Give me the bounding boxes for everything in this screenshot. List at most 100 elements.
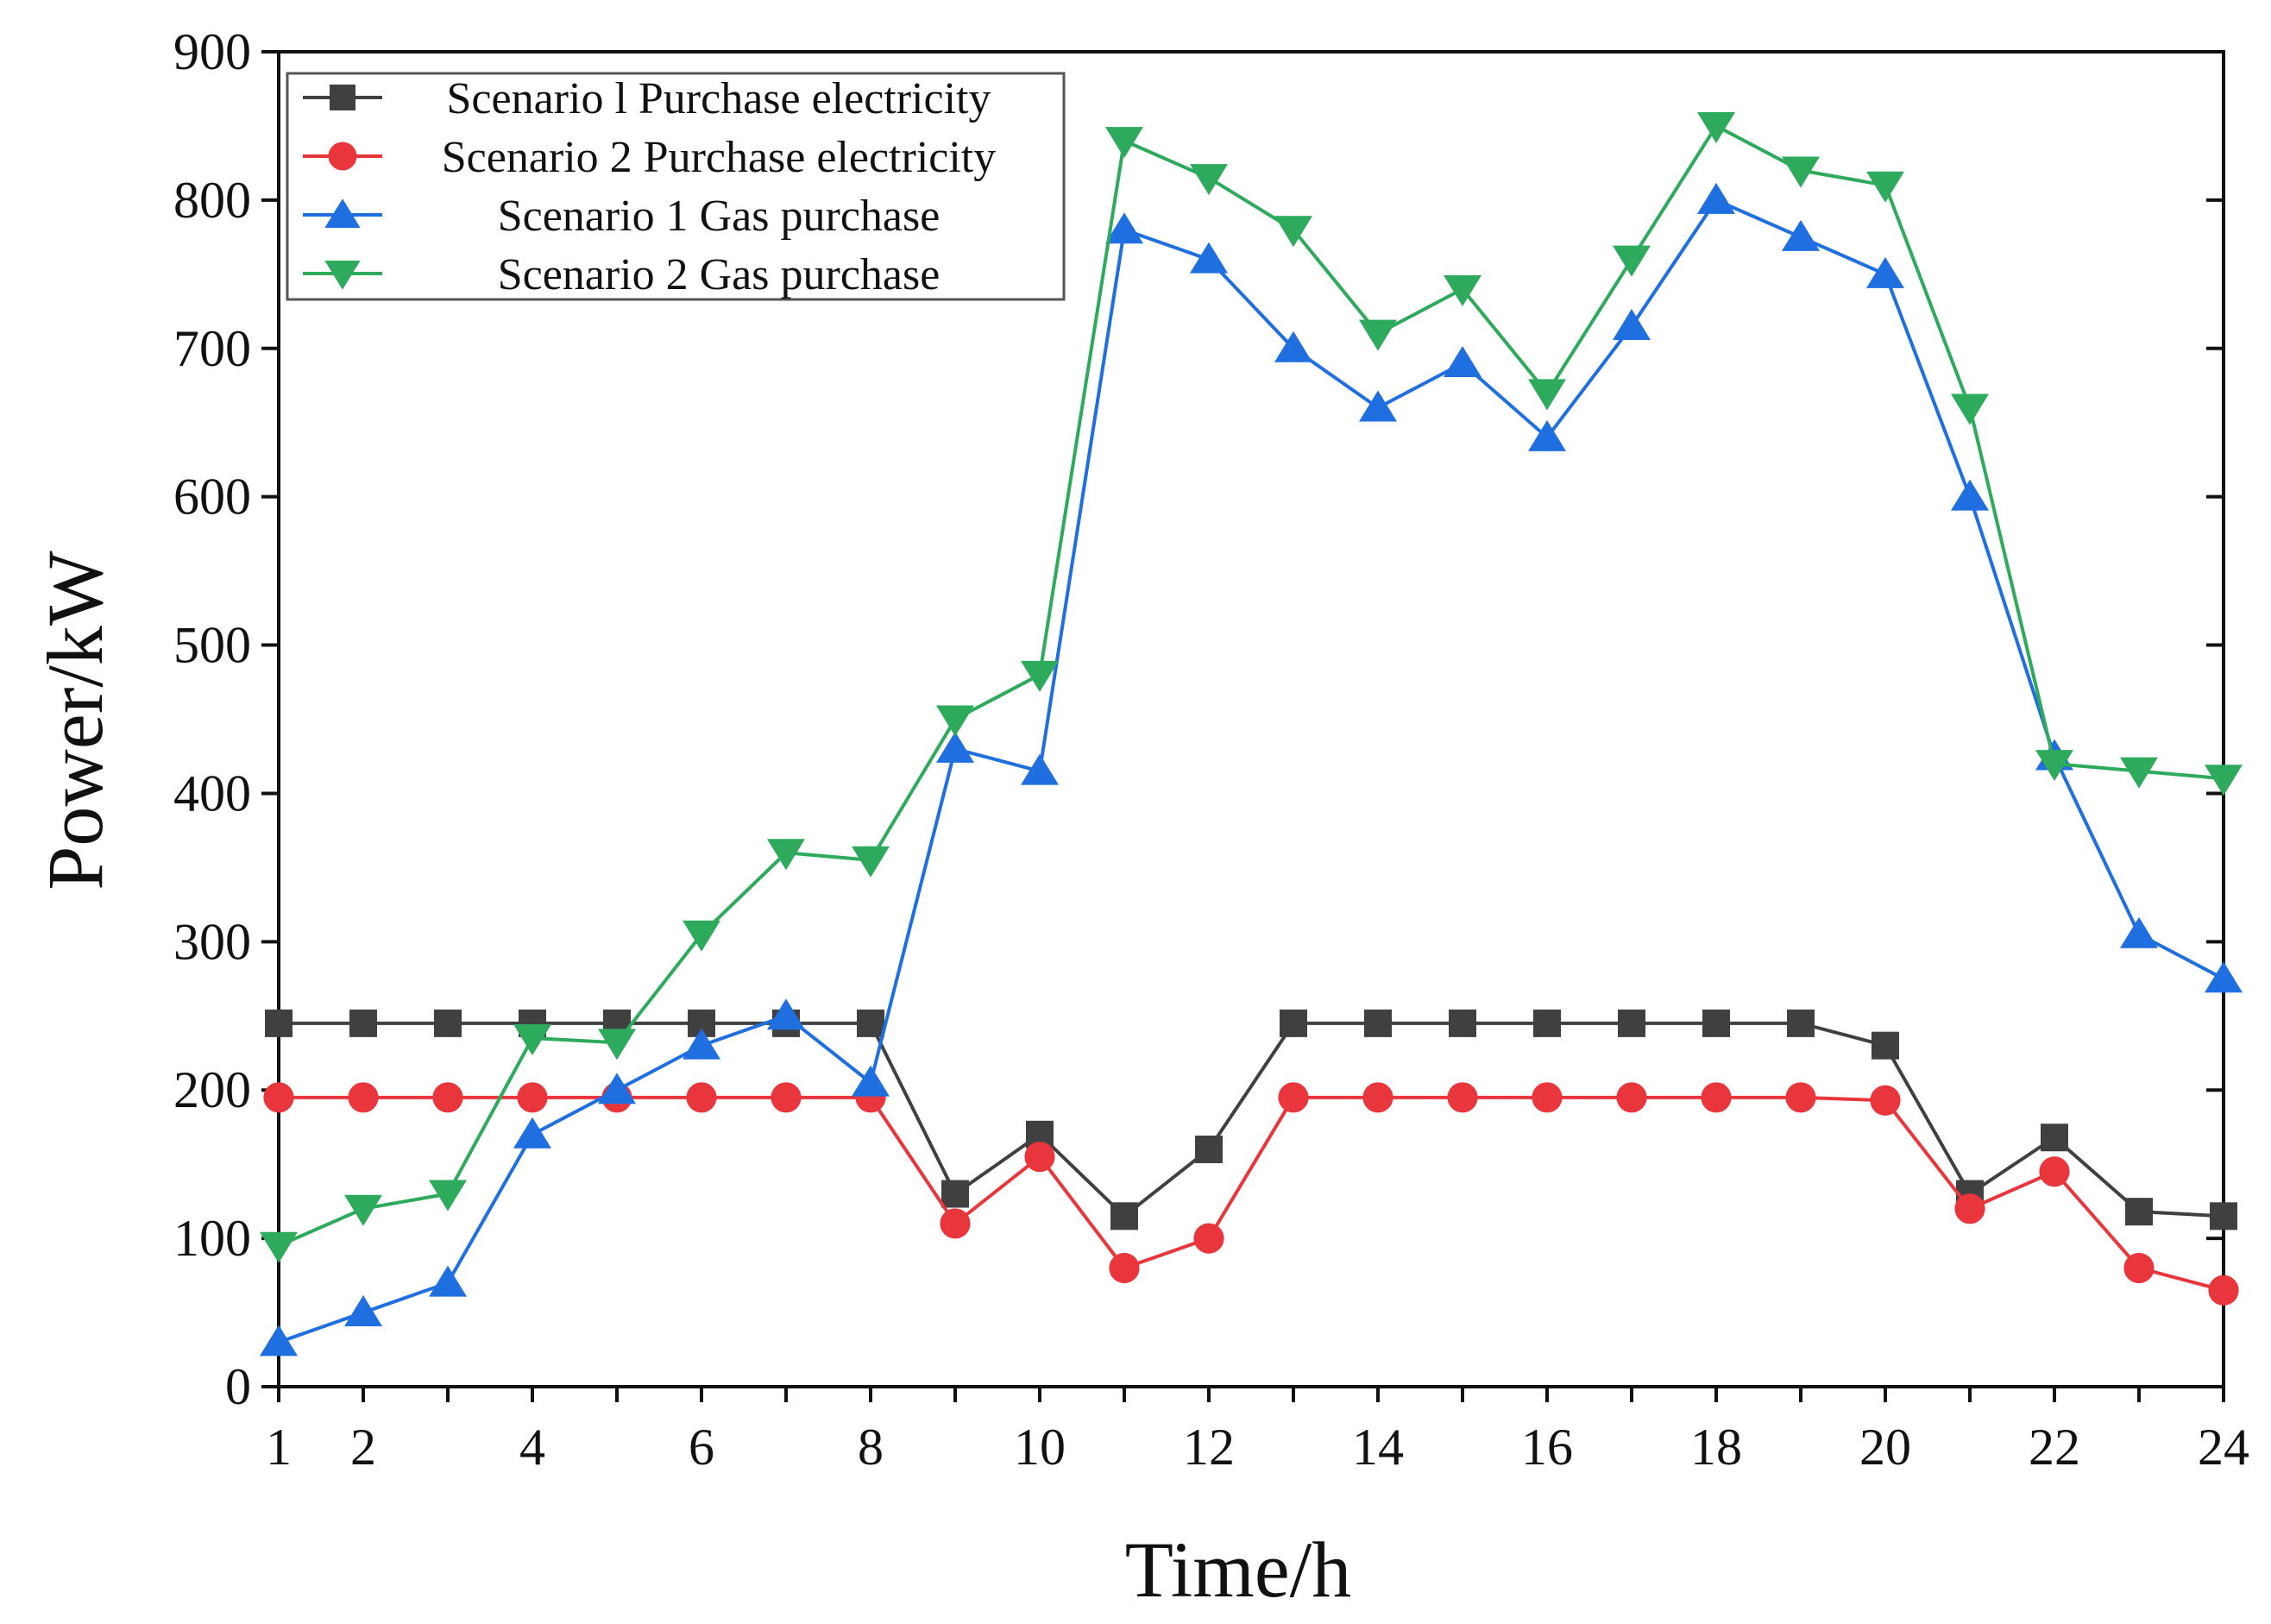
data-point <box>2039 1156 2070 1187</box>
data-point <box>1701 1082 1732 1113</box>
data-point <box>941 1180 969 1208</box>
data-point <box>2210 1202 2237 1231</box>
plot-border <box>277 50 2225 1388</box>
data-point <box>1362 1082 1393 1113</box>
data-point <box>683 920 720 952</box>
data-point <box>936 705 974 737</box>
data-point <box>2120 916 2158 948</box>
data-point <box>260 1325 298 1356</box>
data-point <box>432 1082 463 1113</box>
data-point <box>1528 419 1566 451</box>
legend-item: Scenario 1 Gas purchase <box>303 192 940 241</box>
data-point <box>1618 1009 1645 1037</box>
data-point <box>940 1208 971 1239</box>
data-point <box>936 731 974 763</box>
data-point <box>1613 308 1651 340</box>
legend-item: Scenario 2 Gas purchase <box>303 250 940 299</box>
data-point <box>2205 765 2243 796</box>
data-point <box>1782 156 1820 188</box>
data-point <box>2205 961 2243 993</box>
data-point <box>1359 390 1397 422</box>
data-point <box>1024 1141 1055 1173</box>
data-point <box>767 998 805 1030</box>
y-tick-label: 700 <box>173 320 251 377</box>
legend-label: Scenario 2 Gas purchase <box>498 250 940 299</box>
data-point <box>1274 330 1312 362</box>
legend-item: Scenario l Purchase electricity <box>303 74 991 123</box>
x-tick-label: 10 <box>1014 1419 1066 1476</box>
data-point <box>2125 1198 2153 1226</box>
y-tick-label: 0 <box>225 1358 251 1415</box>
x-tick-label: 12 <box>1183 1419 1235 1476</box>
data-point <box>598 1073 636 1105</box>
x-tick-label: 14 <box>1352 1419 1404 1476</box>
series-1 <box>265 1009 2237 1231</box>
legend: Scenario l Purchase electricity Scenario … <box>286 72 1066 301</box>
legend-box <box>286 72 1066 301</box>
data-point <box>1105 212 1143 244</box>
y-tick-label: 600 <box>173 469 251 526</box>
x-tick-label: 18 <box>1690 1419 1742 1476</box>
data-point <box>852 1065 890 1097</box>
x-tick-label: 16 <box>1521 1419 1573 1476</box>
x-tick-label: 1 <box>266 1419 292 1476</box>
series-3 <box>260 182 2243 1356</box>
y-tick-label: 900 <box>173 23 251 80</box>
data-point <box>2208 1275 2239 1306</box>
data-point <box>1872 1031 1899 1060</box>
data-point <box>2041 1124 2068 1152</box>
data-point <box>1193 1223 1224 1254</box>
series-line <box>279 1021 2224 1218</box>
data-point <box>1616 1082 1647 1113</box>
data-point <box>1613 245 1651 277</box>
x-tick-label: 2 <box>350 1419 376 1476</box>
data-point <box>683 1028 720 1060</box>
data-point <box>1274 216 1312 248</box>
data-point <box>513 1024 551 1056</box>
data-point <box>1951 393 1989 425</box>
data-point <box>1444 345 1481 377</box>
y-tick-label: 300 <box>173 913 251 970</box>
data-point <box>1109 1252 1140 1284</box>
data-point <box>767 839 805 871</box>
data-point <box>2035 750 2073 782</box>
data-point <box>1702 1009 1730 1037</box>
data-point <box>429 1265 467 1297</box>
data-point <box>1787 1009 1815 1037</box>
data-point <box>517 1082 548 1113</box>
data-point <box>1021 753 1059 785</box>
x-tick-label: 8 <box>858 1419 884 1476</box>
legend-marker <box>328 142 357 171</box>
data-point <box>1697 182 1735 214</box>
data-point <box>857 1009 884 1037</box>
x-tick-label: 24 <box>2198 1419 2249 1476</box>
data-point <box>1785 1082 1816 1113</box>
data-point <box>1449 1009 1476 1037</box>
data-point <box>1782 219 1820 251</box>
legend-item: Scenario 2 Purchase electricity <box>303 133 996 182</box>
x-tick-label: 6 <box>689 1419 714 1476</box>
data-point <box>1364 1009 1392 1037</box>
y-tick-label: 500 <box>173 617 251 674</box>
series-layer <box>260 111 2243 1356</box>
y-tick-label: 100 <box>173 1210 251 1267</box>
legend-label: Scenario l Purchase electricity <box>447 74 991 123</box>
data-point <box>1021 660 1059 692</box>
data-point <box>2123 1252 2155 1284</box>
series-4 <box>260 111 2243 1263</box>
data-point <box>344 1194 382 1226</box>
data-point <box>852 846 890 878</box>
data-point <box>1110 1202 1138 1231</box>
data-point <box>1444 275 1481 307</box>
data-point <box>1866 256 1904 288</box>
data-point <box>1359 319 1397 351</box>
data-point <box>1190 242 1228 274</box>
data-point <box>1533 1009 1561 1037</box>
y-tick-label: 200 <box>173 1061 251 1118</box>
data-point <box>1866 171 1904 203</box>
data-point <box>686 1082 717 1113</box>
legend-marker <box>324 198 361 228</box>
x-tick-label: 20 <box>1859 1419 1911 1476</box>
